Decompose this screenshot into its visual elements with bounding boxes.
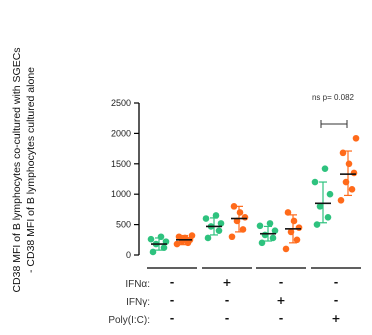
data-point [147, 235, 155, 243]
data-point [271, 227, 279, 234]
y-tick-label: 500 [116, 220, 131, 230]
data-point [204, 234, 212, 242]
y-axis-label-line2: - CD38 MFI of B lymphocytes cultured alo… [25, 67, 37, 273]
treatment-sign: - [225, 312, 230, 325]
treatment-table: IFNα: - + - - IFNγ: - - + - Poly(I:C): - - - + [108, 276, 340, 326]
data-marks [147, 134, 360, 256]
y-tick-label: 1000 [111, 189, 131, 199]
data-point [352, 134, 360, 142]
data-point [212, 212, 220, 219]
treatment-sign: - [170, 312, 175, 325]
data-point [321, 165, 329, 172]
data-point [258, 239, 266, 247]
treatment-sign: - [279, 276, 284, 289]
data-point [282, 245, 290, 253]
treatment-sign: - [334, 294, 339, 307]
data-point [261, 231, 269, 239]
data-point [215, 227, 223, 234]
y-axis-label-line1: CD38 MFI of B lymphocytes co-cultured wi… [11, 47, 23, 292]
significance-annotation: ns p= 0.082 [312, 93, 355, 128]
data-point [326, 190, 334, 198]
data-point [241, 214, 249, 221]
treatment-sign: + [331, 312, 340, 325]
treatment-label: IFNγ: [126, 297, 150, 308]
treatment-sign: - [334, 276, 339, 289]
y-tick-label: 2500 [111, 98, 131, 108]
data-point [295, 224, 303, 231]
data-point [173, 240, 181, 248]
data-point [188, 232, 196, 239]
y-axis-ticks: 0 500 1000 1500 2000 2500 [111, 98, 139, 260]
y-tick-label: 2000 [111, 128, 131, 138]
data-point [236, 209, 244, 216]
data-point [230, 203, 238, 210]
y-tick-label: 0 [126, 250, 131, 260]
treatment-label: IFNα: [125, 279, 150, 290]
treatment-sign: + [276, 294, 285, 307]
y-tick-label: 1500 [111, 159, 131, 169]
annotation-text: ns p= 0.082 [312, 93, 355, 102]
treatment-sign: - [225, 294, 230, 307]
data-point [149, 248, 157, 256]
data-point [348, 186, 356, 193]
data-point [324, 214, 332, 221]
data-point [269, 234, 277, 242]
treatment-sign: - [170, 276, 175, 289]
treatment-sign: + [222, 276, 231, 289]
data-point [313, 221, 321, 228]
treatment-sign: - [279, 312, 284, 325]
data-point [293, 236, 301, 244]
data-point [337, 196, 345, 204]
data-point [202, 215, 210, 222]
data-point [228, 233, 236, 241]
data-point [311, 178, 319, 186]
treatment-sign: - [170, 294, 175, 307]
data-point [266, 220, 274, 227]
data-point [345, 160, 353, 168]
data-point [256, 222, 264, 230]
data-point [284, 209, 292, 216]
data-point [350, 169, 358, 177]
data-point [160, 244, 168, 252]
data-point [217, 220, 225, 227]
data-point [290, 217, 298, 225]
data-point [239, 226, 247, 233]
treatment-label: Poly(I:C): [108, 315, 150, 326]
data-point [316, 203, 324, 210]
